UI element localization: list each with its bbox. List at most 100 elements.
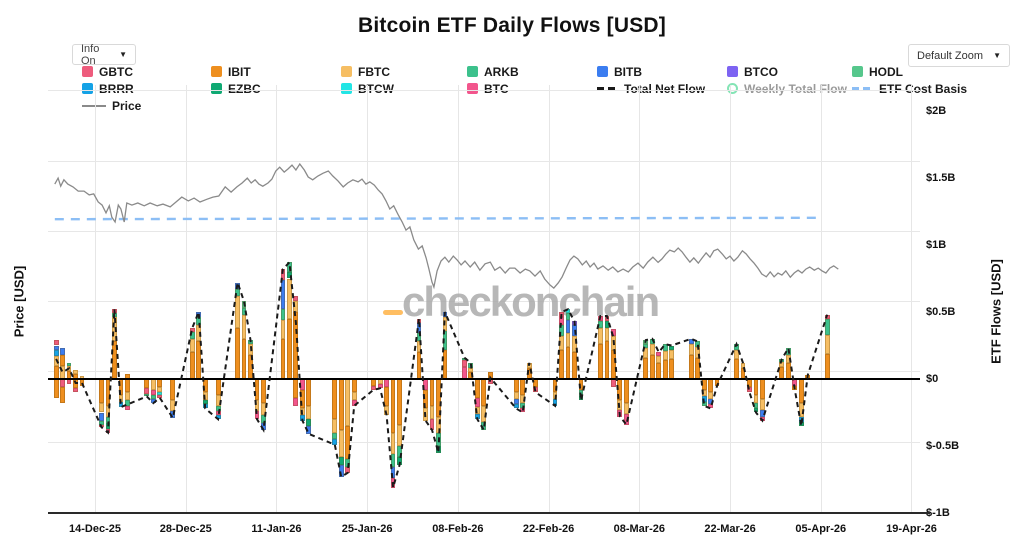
flow-bar-segment-arkb (578, 389, 584, 397)
legend-item-hodl[interactable]: HODL (852, 65, 903, 79)
flow-bar-segment-fbtc (287, 278, 292, 319)
flows-tick-label: $2B (926, 104, 947, 117)
price-legend-icon (82, 104, 106, 107)
flow-bar-segment-ibit (513, 379, 519, 393)
legend-item-price[interactable]: Price (82, 99, 141, 113)
flow-bar-segment-gbtc (533, 387, 539, 393)
flow-bar-segment-bitb (150, 399, 156, 404)
date-tick-label: 22-Mar-26 (704, 522, 756, 535)
legend-item-btcw[interactable]: BTCW (341, 82, 394, 96)
legend-item-etf-cost-basis[interactable]: ETF Cost Basis (852, 82, 967, 96)
watermark: checkonchain (402, 278, 660, 325)
flow-bar-segment-btc (598, 316, 603, 322)
flow-bar-segment-fbtc (598, 328, 603, 345)
flow-bar-segment-arkb (280, 309, 286, 321)
legend-item-total-net-flow[interactable]: Total Net Flow (597, 81, 706, 96)
flow-bar-segment-fbtc (513, 392, 519, 400)
zoom-preset-dropdown[interactable]: Default Zoom ▼ (908, 44, 1010, 67)
flow-bar-segment-ibit (734, 358, 739, 379)
flow-bar-segment-ibit (565, 346, 571, 379)
flow-bar-segment-gbtc (345, 467, 351, 473)
gridline-vertical (185, 85, 187, 513)
flow-bar-segment-fbtc (468, 368, 474, 373)
date-tick-label: 11-Jan-26 (251, 522, 302, 535)
flow-bar-segment-fbtc (261, 403, 266, 416)
legend-label: Total Net Flow (624, 81, 706, 96)
flow-bar-segment-ibit (390, 379, 396, 433)
flow-bar-segment-gbtc (189, 328, 195, 333)
flow-bar-segment-gbtc (280, 269, 286, 280)
flow-bar-segment-fbtc (125, 392, 130, 401)
flow-bar-segment-fbtc (196, 325, 202, 342)
legend-item-bitb[interactable]: BITB (597, 65, 642, 79)
flow-bar-segment-btc (474, 397, 480, 408)
legend-item-ezbc[interactable]: EZBC (211, 82, 261, 96)
flow-bar-segment-arkb (824, 318, 830, 335)
flows-zero-axis-line (48, 377, 920, 381)
legend-item-ibit[interactable]: IBIT (211, 65, 251, 79)
legend-item-btc[interactable]: BTC (467, 82, 509, 96)
flow-bar-segment-bitb (60, 348, 65, 355)
flow-bar-segment-bitb (416, 322, 422, 334)
flow-bar-segment-btc (559, 317, 564, 326)
flow-bar-segment-bitb (572, 325, 577, 337)
flows-tick-label: $0.5B (926, 305, 956, 318)
date-tick-label: 08-Mar-26 (613, 522, 665, 535)
flow-bar-segment-gbtc (429, 419, 435, 430)
flow-bar-segment-ibit (572, 352, 577, 379)
flow-bar-segment-fbtc (150, 379, 156, 390)
flow-bar-segment-ibit (708, 379, 713, 393)
flow-bar-segment-ibit (170, 379, 176, 401)
etf-cost-basis-line (54, 216, 823, 221)
price-line (54, 162, 839, 290)
flow-bar-segment-fbtc (824, 334, 830, 354)
gridline-horizontal (48, 160, 920, 162)
flow-bar-segment-bitb (53, 345, 59, 350)
flow-bar-segment-fbtc (526, 362, 532, 369)
legend-item-weekly-total-flow[interactable]: Weekly Total Flow (727, 82, 847, 96)
flow-bar-segment-fbtc (215, 395, 221, 406)
ibit-legend-icon (211, 66, 222, 77)
flow-bar-segment-fbtc (734, 349, 739, 359)
flow-bar-segment-arkb (248, 340, 253, 345)
flow-bar-segment-brrr (118, 401, 124, 408)
flow-bar-segment-fbtc (118, 395, 124, 402)
legend-item-fbtc[interactable]: FBTC (341, 65, 390, 79)
flow-bar-segment-btc (351, 400, 357, 406)
arkb-legend-icon (467, 66, 478, 77)
gridline-horizontal (48, 441, 920, 443)
legend-item-gbtc[interactable]: GBTC (82, 65, 133, 79)
flow-bar-segment-ibit (688, 354, 694, 379)
flow-bar-segment-btc (390, 478, 396, 488)
flow-bar-segment-fbtc (623, 403, 629, 414)
gridline-horizontal (48, 230, 920, 232)
gridline-vertical (367, 85, 369, 513)
flow-bar-segment-btco (572, 321, 577, 326)
flow-bar-segment-ibit (384, 387, 389, 406)
btco-legend-icon (727, 66, 738, 77)
legend-item-brrr[interactable]: BRRR (82, 82, 134, 96)
flow-bar-segment-arkb (701, 401, 707, 406)
flow-bar-segment-fbtc (390, 432, 396, 455)
flow-bar-segment-ibit (215, 379, 221, 396)
legend-item-arkb[interactable]: ARKB (467, 64, 519, 79)
flow-bar-segment-fbtc (559, 336, 564, 350)
info-toggle-button[interactable]: Info On ▼ (72, 42, 136, 67)
flow-bar-segment-fbtc (189, 338, 195, 353)
legend-label: ARKB (484, 64, 519, 79)
flow-bar-segment-ezbc (578, 396, 584, 401)
flow-bar-segment-fbtc (105, 405, 111, 417)
flow-bar-segment-brrr (332, 439, 338, 445)
flow-bar-segment-bitb (99, 412, 104, 421)
flow-bar-segment-btc (623, 413, 629, 425)
flow-bar-segment-gbtc (461, 360, 467, 367)
flow-bar-segment-fbtc (345, 379, 351, 426)
date-tick-label: 08-Feb-26 (432, 522, 484, 535)
chevron-down-icon: ▼ (119, 50, 127, 59)
zoom-preset-label: Default Zoom (917, 49, 984, 62)
info-toggle-label: Info On (81, 42, 100, 67)
flow-bar-segment-ezbc (306, 419, 312, 426)
legend-item-btco[interactable]: BTCO (727, 65, 778, 79)
flow-bar-segment-fbtc (779, 361, 785, 367)
flow-bar-segment-ibit (552, 379, 558, 393)
